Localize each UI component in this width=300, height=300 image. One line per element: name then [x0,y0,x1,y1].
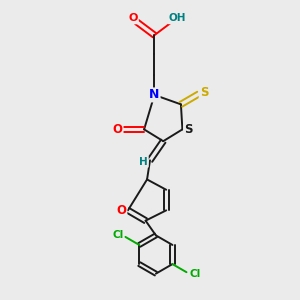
Text: Cl: Cl [112,230,124,240]
Text: S: S [184,123,193,136]
Text: Cl: Cl [189,269,200,279]
Text: O: O [116,204,126,217]
Text: O: O [112,123,123,136]
Text: N: N [149,88,160,101]
Text: OH: OH [169,14,186,23]
Text: H: H [139,157,148,167]
Text: S: S [200,86,208,99]
Text: O: O [128,14,138,23]
